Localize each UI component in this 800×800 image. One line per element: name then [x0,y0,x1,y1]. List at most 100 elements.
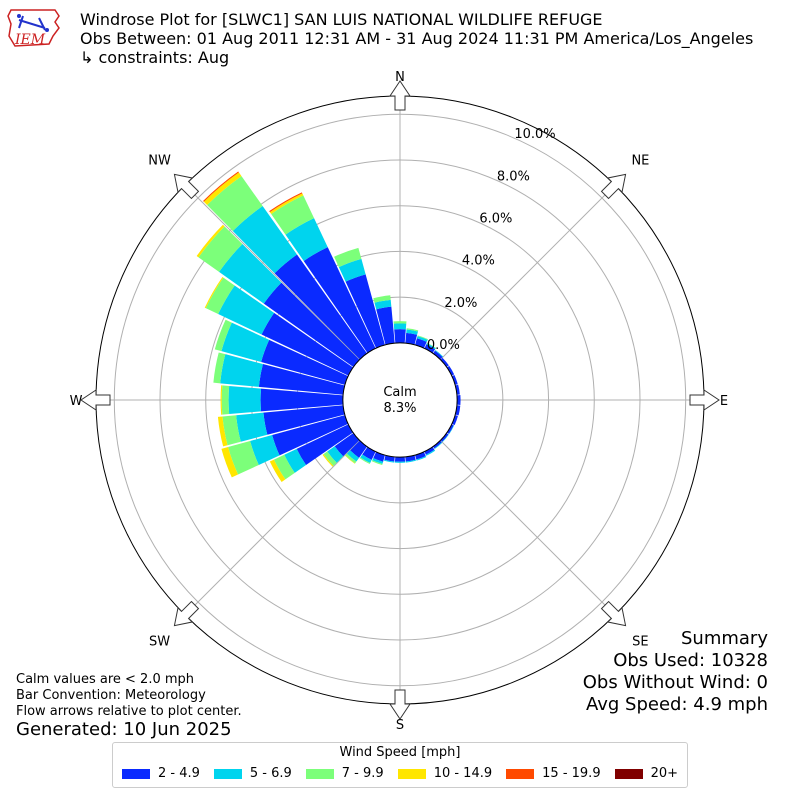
windrose-bar-310-bin-0 [263,282,360,367]
windrose-bar-250-bin-3 [221,447,239,478]
windrose-bar-340-bin-1 [338,258,366,282]
windrose-bar-230-bin-3 [322,454,334,467]
windrose-bar-110-bin-0 [451,415,458,426]
windrose-bar-270-bin-2 [221,385,230,415]
iem-logo: IEM [5,6,63,50]
legend-swatch [305,768,334,779]
compass-label-ne: NE [631,154,649,169]
legend-swatch [213,768,242,779]
windrose-bar-220-bin-3 [345,455,356,464]
windrose-bar-340-bin-0 [345,274,385,349]
legend-title: Wind Speed [mph] [339,745,461,760]
title-line-3: ↳ constraints: Aug [80,48,230,67]
windrose-bar-320-bin-1 [232,205,297,274]
windrose-bar-0-bin-1 [393,323,407,330]
title-line-1: Windrose Plot for [SLWC1] SAN LUIS NATIO… [80,10,603,29]
windrose-bar-50-bin-0 [440,357,449,367]
windrose-bar-260-bin-1 [236,412,268,442]
compass-label-n: N [395,70,405,85]
windrose-bar-40-bin-1 [435,350,444,357]
windrose-bar-350-bin-1 [374,299,392,310]
windrose-bar-160-bin-0 [415,451,426,460]
generated-date: Generated: 10 Jun 2025 [16,719,232,740]
windrose-bar-200-bin-1 [372,458,384,464]
summary-avg-speed: Avg Speed: 4.9 mph [586,694,768,715]
legend-item: 5 - 6.9 [213,766,292,781]
title-line-2: Obs Between: 01 Aug 2011 12:31 AM - 31 A… [80,29,754,48]
summary-obs-used: Obs Used: 10328 [613,650,768,671]
bar-layer [196,171,461,482]
windrose-bar-220-bin-0 [350,440,367,458]
radial-tick-label: 0.0% [427,338,460,353]
windrose-bar-90-bin-0 [456,395,461,405]
notes-panel: Calm values are < 2.0 mph Bar Convention… [16,672,242,720]
windrose-bar-30-bin-2 [426,342,437,349]
radial-tick-label: 10.0% [514,127,555,142]
windrose-bar-240-bin-2 [273,454,295,480]
windrose-bar-0-bin-2 [393,321,407,324]
legend-swatch [614,768,643,779]
windrose-bar-200-bin-2 [371,460,383,466]
windrose-bar-330-bin-2 [271,195,315,235]
flow-arrow-e [689,389,720,411]
windrose-bar-330-bin-0 [303,247,376,354]
note-convention: Bar Convention: Meteorology [16,688,206,703]
windrose-bar-350-bin-0 [376,306,395,345]
windrose-bar-210-bin-1 [360,454,372,464]
legend-label: 5 - 6.9 [249,766,292,781]
windrose-bar-20-bin-2 [417,335,428,340]
windrose-bar-60-bin-0 [446,365,455,376]
legend-item: 15 - 19.9 [506,766,601,781]
windrose-bar-100-bin-0 [455,405,461,416]
windrose-bar-40-bin-0 [433,350,443,360]
windrose-bar-230-bin-1 [327,446,344,463]
windrose-bar-250-bin-2 [228,441,259,475]
iem-logo-graphic: IEM [7,9,60,48]
windrose-bar-310-bin-3 [196,224,225,258]
flow-arrow-sw [173,600,200,627]
windrose-bar-260-bin-0 [263,405,345,435]
windrose-bar-270-bin-0 [260,388,344,412]
compass-label-sw: SW [149,634,170,649]
windrose-bar-270-bin-3 [220,385,223,415]
legend-label: 10 - 14.9 [433,766,493,781]
flow-arrow-n [389,80,411,111]
windrose-bar-250-bin-1 [250,434,280,465]
windrose-bar-310-bin-2 [198,226,243,272]
windrose-bar-270-bin-1 [228,385,262,415]
windrose-bar-10-bin-2 [406,328,419,332]
windrose-bar-250-bin-0 [272,415,349,456]
windrose-bar-0-bin-0 [394,329,406,344]
windrose-bar-20-bin-1 [416,336,428,342]
windrose-bar-280-bin-1 [220,354,263,387]
windrose-bar-130-bin-0 [440,433,449,442]
compass-label-w: W [70,394,83,409]
windrose-bar-260-bin-2 [222,415,241,446]
summary-heading: Summary [681,628,768,649]
legend-label: 15 - 19.9 [542,766,601,781]
flow-arrow-w [80,389,111,411]
legend-item: 20+ [614,766,678,781]
radial-tick-label: 2.0% [444,296,477,311]
windrose-bar-340-bin-2 [334,247,362,268]
flow-arrow-se [600,600,627,627]
windrose-bar-70-bin-0 [451,374,458,385]
windrose-bar-300-bin-1 [218,285,275,335]
radial-tick-label: 8.0% [497,169,530,184]
windrose-bar-150-bin-1 [425,449,436,456]
windrose-bar-350-bin-2 [373,295,391,303]
windrose-bar-120-bin-0 [446,424,454,434]
windrose-bar-180-bin-0 [394,456,406,462]
legend-items: 2 - 4.9 5 - 6.9 7 - 9.9 10 - 14.9 15 - 19.9 2… [113,766,687,781]
windrose-bar-320-bin-2 [207,176,263,232]
windrose-bar-330-bin-1 [285,218,328,261]
windrose-bar-260-bin-3 [217,416,228,447]
flow-arrow-s [389,689,411,720]
windrose-bar-230-bin-0 [334,433,360,457]
windrose-bar-240-bin-1 [284,448,307,473]
logo-text: IEM [14,32,46,48]
windrose-bar-120-bin-1 [448,425,455,435]
calm-label: Calm [383,385,416,400]
windrose-bar-130-bin-1 [442,434,449,443]
